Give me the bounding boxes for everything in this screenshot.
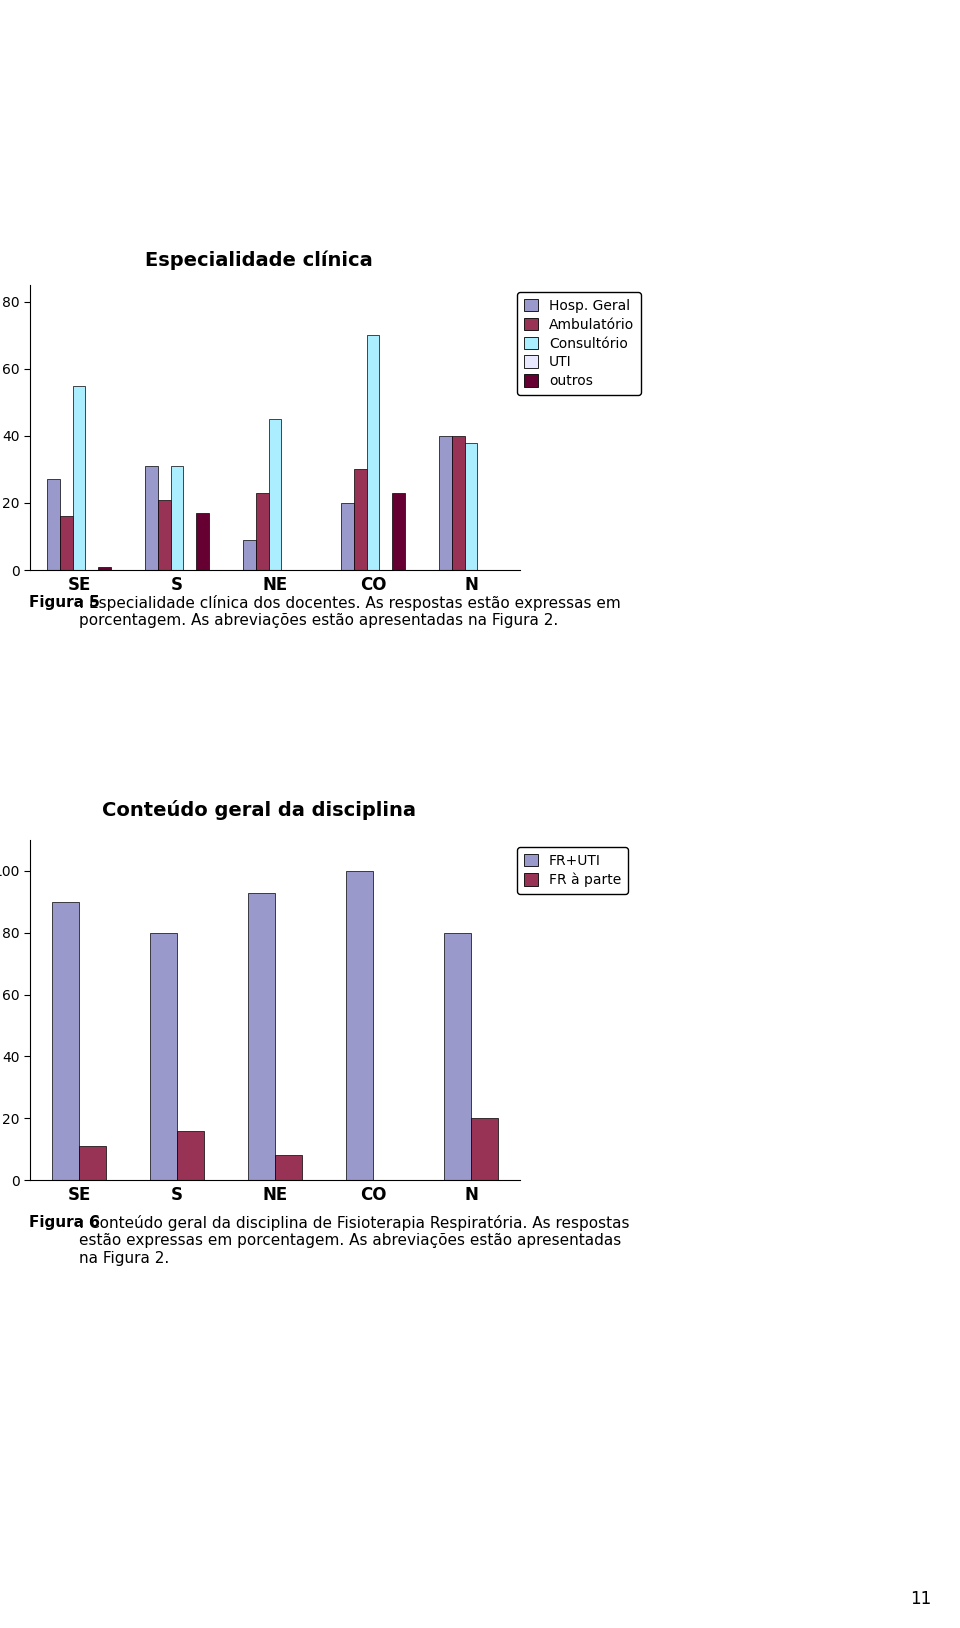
Text: Especialidade clínica: Especialidade clínica <box>145 251 373 270</box>
Bar <box>275 1156 302 1180</box>
Bar <box>73 386 85 570</box>
Bar <box>150 933 177 1180</box>
Text: Figura 5: Figura 5 <box>29 594 100 610</box>
Bar <box>145 466 157 570</box>
Bar <box>452 436 465 570</box>
Bar <box>346 871 373 1180</box>
Bar <box>47 480 60 570</box>
Bar <box>98 567 110 570</box>
Text: Conteúdo geral da disciplina: Conteúdo geral da disciplina <box>102 799 417 821</box>
Bar <box>60 516 73 570</box>
Bar <box>444 933 471 1180</box>
Bar <box>471 1118 498 1180</box>
Bar <box>177 1130 204 1180</box>
Bar <box>171 466 183 570</box>
Bar <box>248 892 275 1180</box>
Bar <box>196 513 209 570</box>
Bar <box>256 493 269 570</box>
Bar <box>354 469 367 570</box>
Text: Figura 6: Figura 6 <box>29 1214 100 1231</box>
Bar <box>392 493 405 570</box>
Bar <box>243 540 256 570</box>
Text: 11: 11 <box>910 1591 931 1608</box>
Bar <box>439 436 452 570</box>
Bar <box>157 500 171 570</box>
Bar <box>52 902 79 1180</box>
Bar <box>341 503 354 570</box>
Legend: FR+UTI, FR à parte: FR+UTI, FR à parte <box>516 847 628 894</box>
Bar <box>367 335 379 570</box>
Bar <box>269 418 281 570</box>
Text: : Especialidade clínica dos docentes. As respostas estão expressas em
porcentage: : Especialidade clínica dos docentes. As… <box>79 594 620 628</box>
Bar <box>79 1146 107 1180</box>
Bar <box>465 443 477 570</box>
Text: : Conteúdo geral da disciplina de Fisioterapia Respiratória. As respostas
estão : : Conteúdo geral da disciplina de Fisiot… <box>79 1214 629 1267</box>
Legend: Hosp. Geral, Ambulatório, Consultório, UTI, outros: Hosp. Geral, Ambulatório, Consultório, U… <box>516 291 641 396</box>
